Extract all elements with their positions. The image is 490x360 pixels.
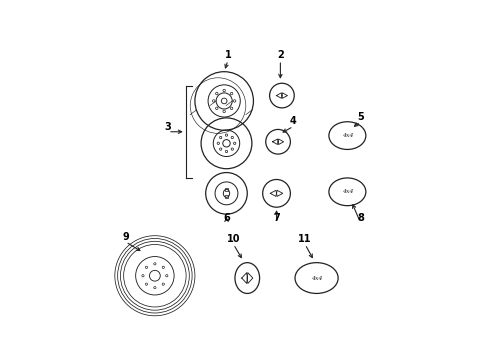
Bar: [225, 189, 227, 192]
Text: 3: 3: [165, 122, 172, 132]
Text: 8: 8: [357, 213, 364, 222]
Text: 6: 6: [223, 213, 230, 222]
Text: 5: 5: [357, 112, 364, 122]
Text: 4x4: 4x4: [311, 275, 322, 280]
Bar: [225, 195, 227, 198]
Text: 4: 4: [290, 116, 297, 126]
Text: 2: 2: [277, 50, 284, 60]
Text: 11: 11: [298, 234, 312, 244]
Text: 4x4: 4x4: [342, 189, 353, 194]
Text: 9: 9: [122, 232, 129, 242]
Text: 10: 10: [227, 234, 240, 244]
Text: 1: 1: [224, 50, 231, 60]
Text: 4x4: 4x4: [342, 133, 353, 138]
Text: 7: 7: [273, 213, 280, 222]
